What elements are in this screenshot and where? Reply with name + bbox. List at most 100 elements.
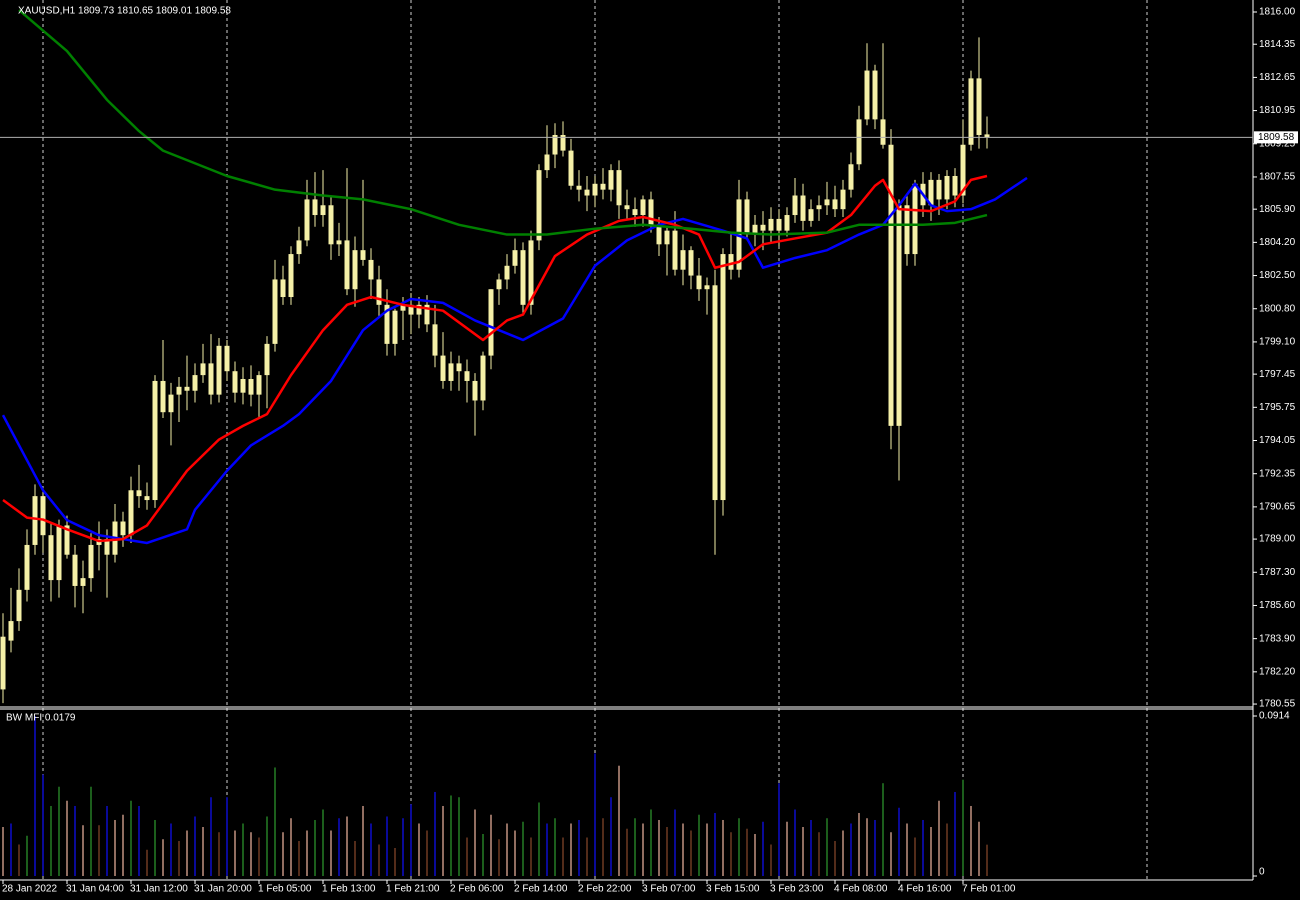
candle-body [224,345,230,372]
candle-body [424,304,430,325]
candle-body [664,230,670,245]
x-tick-label: 4 Feb 16:00 [898,884,952,895]
x-tick-label: 1 Feb 21:00 [386,884,440,895]
candle-body [896,205,902,426]
candle-body [712,285,718,501]
x-tick-label: 28 Jan 2022 [2,884,57,895]
candle-body [840,189,846,210]
candle-body [432,324,438,356]
candle-body [528,240,534,305]
y-tick-label: 1804.20 [1259,237,1296,248]
candle-body [728,254,734,270]
indicator-label: BW MFI 0.0179 [6,713,76,724]
mfi-plot [2,716,988,876]
candle-body [104,539,110,555]
y-tick-label: 1792.35 [1259,468,1296,479]
candle-body [304,199,310,241]
candle-body [512,250,518,266]
candle-body [360,250,366,260]
candle-body [616,170,622,206]
candle-body [272,279,278,344]
candle-body [320,205,326,216]
candle-body [184,386,190,391]
candle-body [680,250,686,270]
candle-body [384,304,390,344]
candle-body [280,279,286,298]
candle-body [168,394,174,413]
candle-body [808,209,814,221]
candle-body [608,170,614,190]
candle-body [968,78,974,145]
y-tick-label: 1799.10 [1259,337,1296,348]
candle-body [576,185,582,190]
candle-body [568,150,574,186]
candle-body [480,355,486,401]
candle-body [624,205,630,210]
candle-body [648,199,654,225]
candle-body [464,371,470,381]
price-plot [0,9,1028,704]
candle-body [784,215,790,231]
moving-average [2,174,988,543]
candle-body [440,355,446,381]
candle-body [544,154,550,171]
x-tick-label: 2 Feb 22:00 [578,884,632,895]
x-tick-label: 31 Jan 20:00 [194,884,252,895]
x-tick-label: 4 Feb 08:00 [834,884,888,895]
candle-body [240,379,246,393]
candle-body [24,544,30,590]
candle-body [408,304,414,315]
candle-body [880,119,886,145]
candle-body [768,218,774,231]
candle-body [752,224,758,235]
candle-body [128,490,134,536]
candle-body [296,240,302,255]
candle-body [488,289,494,356]
candle-body [376,279,382,305]
y-tick-label: 1789.00 [1259,534,1296,545]
candle-body [472,380,478,401]
x-tick-label: 7 Feb 01:00 [962,884,1016,895]
candle-body [232,371,238,393]
candle-body [872,70,878,120]
candle-body [312,199,318,216]
x-tick-label: 3 Feb 15:00 [706,884,760,895]
y-tick-label: 1783.90 [1259,633,1296,644]
candle-body [928,179,934,206]
y-tick-label: 1805.90 [1259,204,1296,215]
candle-body [192,375,198,391]
y-tick-label: 1782.20 [1259,666,1296,677]
candle-body [520,250,526,305]
candle-body [456,363,462,372]
y-tick-label: 1802.50 [1259,270,1296,281]
candle-body [288,254,294,298]
chart-header: XAUUSD,H1 1809.73 1810.65 1809.01 1809.5… [18,6,231,17]
candle-body [832,199,838,210]
candle-body [816,205,822,210]
candle-body [584,189,590,196]
candle-body [792,195,798,216]
candle-body [672,230,678,270]
axes: 1816.00 1814.35 1812.65 1810.95 1809.25 1807.… [0,7,1298,895]
y-tick-label: 1814.35 [1259,39,1296,50]
candle-body [256,375,262,395]
candle-body [696,275,702,290]
y-tick-label: 1810.95 [1259,105,1296,116]
candle-body [720,254,726,501]
y-tick-label: 1812.65 [1259,72,1296,83]
y-tick-label: 1797.45 [1259,369,1296,380]
x-tick-label: 31 Jan 12:00 [130,884,188,895]
candle-body [656,224,662,245]
candle-body [592,183,598,196]
x-tick-label: 2 Feb 14:00 [514,884,568,895]
candle-body [152,380,158,501]
candle-body [824,199,830,206]
candle-body [144,496,150,501]
candle-body [976,78,982,135]
candle-body [944,175,950,200]
x-tick-label: 2 Feb 06:00 [450,884,504,895]
candle-body [40,496,46,536]
candle-body [952,175,958,196]
candle-body [800,195,806,221]
